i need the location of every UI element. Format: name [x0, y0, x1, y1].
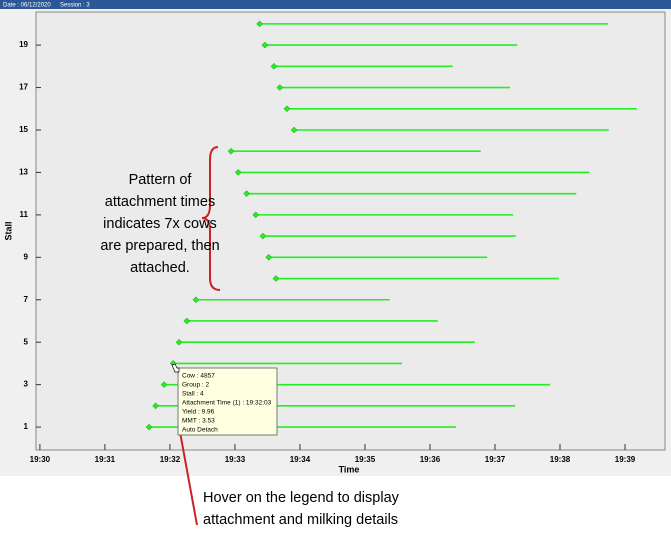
tooltip-line: Stall : 4	[182, 391, 204, 398]
attach-marker	[183, 317, 191, 325]
attach-marker	[270, 62, 278, 70]
attach-marker	[160, 381, 168, 388]
x-tick-label: 19:34	[290, 455, 311, 464]
pattern-line: attached.	[130, 260, 190, 276]
x-tick-label: 19:38	[550, 455, 571, 464]
header-bar	[0, 0, 671, 9]
hover-annotation: Hover on the legend to display attachment…	[203, 490, 400, 528]
x-tick-label: 19:39	[615, 455, 636, 464]
attach-marker	[192, 296, 200, 304]
header-session: Session : 3	[60, 3, 90, 9]
hover-line: Hover on the legend to display	[203, 490, 400, 506]
x-tick-label: 19:31	[95, 455, 116, 464]
attach-marker	[265, 253, 273, 261]
tooltip-line: Group : 2	[182, 382, 209, 389]
attach-marker	[256, 20, 263, 28]
plot-area	[35, 11, 666, 451]
tooltip-line: Yield : 9.96	[182, 409, 215, 416]
y-tick-label: 13	[19, 168, 28, 177]
x-tick-label: 19:30	[30, 455, 51, 464]
y-tick-label: 15	[19, 125, 28, 134]
bracket	[201, 146, 221, 291]
y-tick-label: 17	[19, 83, 28, 92]
attach-marker	[152, 402, 159, 410]
pattern-line: are prepared, then	[100, 238, 219, 254]
attach-marker	[261, 41, 269, 49]
y-tick-label: 3	[24, 380, 29, 389]
x-tick-label: 19:35	[355, 455, 376, 464]
y-tick-label: 11	[20, 210, 29, 219]
tooltip-line: MMT : 3.53	[182, 418, 215, 425]
marks: 19:30 19:31 19:32 19:33 19:34 19:35 19:36 19:37…	[19, 20, 637, 464]
attach-marker	[145, 423, 153, 431]
attach-marker	[290, 126, 298, 134]
x-axis-label: Time	[339, 464, 360, 474]
hover-line: attachment and milking details	[203, 512, 398, 528]
y-tick-label: 7	[24, 295, 29, 304]
y-tick-label: 5	[24, 337, 29, 346]
y-axis-label: Stall	[3, 221, 13, 240]
pattern-line: Pattern of	[129, 172, 193, 188]
attach-marker	[227, 147, 235, 155]
pattern-line: indicates 7x cows	[103, 216, 217, 232]
y-tick-label: 19	[19, 40, 28, 49]
pattern-line: attachment times	[105, 194, 215, 210]
attach-marker	[234, 169, 242, 176]
x-tick-label: 19:33	[225, 455, 246, 464]
tooltip-line: Attachment Time (1) : 19:32:03	[182, 400, 272, 407]
x-tick-label: 19:32	[160, 455, 181, 464]
y-tick-label: 9	[24, 252, 29, 261]
attach-marker	[252, 211, 260, 219]
attach-marker	[175, 338, 183, 346]
attach-marker	[272, 275, 280, 282]
pointer-line	[179, 431, 198, 526]
attach-marker	[243, 190, 250, 198]
tooltip-line: Cow : 4857	[182, 373, 215, 380]
tooltip-box	[177, 367, 278, 436]
tooltip: Cow : 4857 Group : 2 Stall : 4 Attachment T…	[177, 367, 278, 436]
tooltip-line: Auto Detach	[182, 427, 218, 434]
attach-marker	[283, 105, 291, 113]
x-tick-label: 19:37	[485, 455, 506, 464]
attach-marker	[276, 84, 284, 91]
header-date: Date : 06/12/2020	[3, 3, 51, 9]
attach-marker	[259, 232, 267, 240]
pattern-annotation: Pattern of attachment times indicates 7x c…	[100, 172, 219, 276]
cursor[interactable]	[171, 363, 180, 373]
y-tick-label: 1	[24, 422, 29, 431]
x-tick-label: 19:36	[420, 455, 441, 464]
